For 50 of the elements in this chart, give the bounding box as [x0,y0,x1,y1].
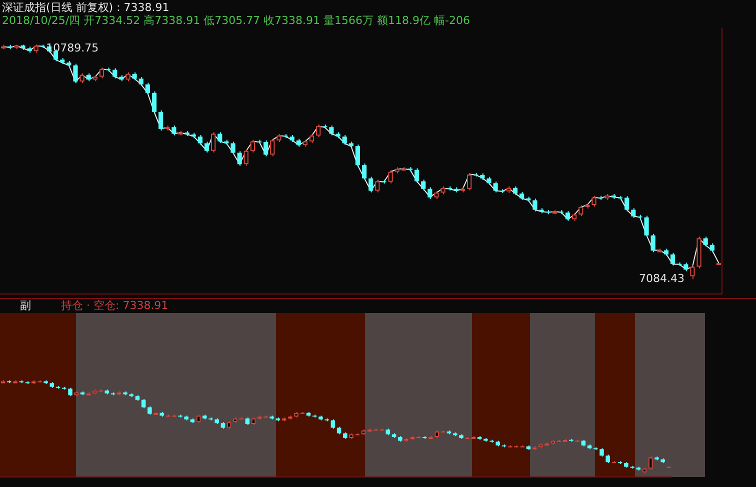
candlestick [316,124,321,138]
candlestick [237,150,242,166]
candlestick [578,204,584,217]
candlestick [624,196,630,212]
annotation: 7084.43 [638,272,684,286]
candlestick [329,125,334,136]
candlestick [264,140,268,157]
candlestick [112,68,118,79]
candlestick [644,215,649,238]
candlestick [141,398,146,409]
candlestick [375,179,380,193]
candlestick [388,170,393,184]
candlestick [650,233,656,253]
candlestick [428,186,432,200]
candlestick [198,134,202,146]
candlestick [696,236,702,269]
candlestick [368,176,374,193]
candlestick [648,456,653,470]
candlestick [565,210,570,222]
candlestick [342,134,347,146]
candlestick [172,125,176,136]
candlestick [532,198,538,212]
chart-subtitle: 2018/10/25/四 开7334.52 高7338.91 低7305.77 收7338.91 量1566万 额118.9亿 幅-206 [2,14,471,27]
candlestick [631,208,636,218]
candlestick [73,63,78,84]
candlestick [204,141,210,153]
candlestick [80,72,84,84]
candlestick [158,110,164,132]
candlestick [421,179,426,191]
candlestick [270,138,275,157]
candlestick [250,139,255,153]
candlestick [355,144,360,168]
candlestick [218,132,222,144]
candlestick [362,163,367,180]
candlestick [690,264,695,280]
candlestick [211,132,216,153]
candlestick [244,148,248,166]
chart-title: 深证成指(日线 前复权) : 7338.91 [2,1,170,14]
candlestick [670,252,676,266]
chart-title: 副 [20,299,31,312]
candlestick [145,82,150,95]
candlestick [414,168,420,184]
candlestick [230,141,236,155]
candlestick [493,181,498,193]
candlestick [99,67,104,79]
candlestick [703,236,708,247]
candlestick [152,90,157,114]
chart-subtitle: 持仓 · 空仓: 7338.91 [61,299,168,312]
candlestick [467,172,472,191]
candlestick [592,195,596,208]
